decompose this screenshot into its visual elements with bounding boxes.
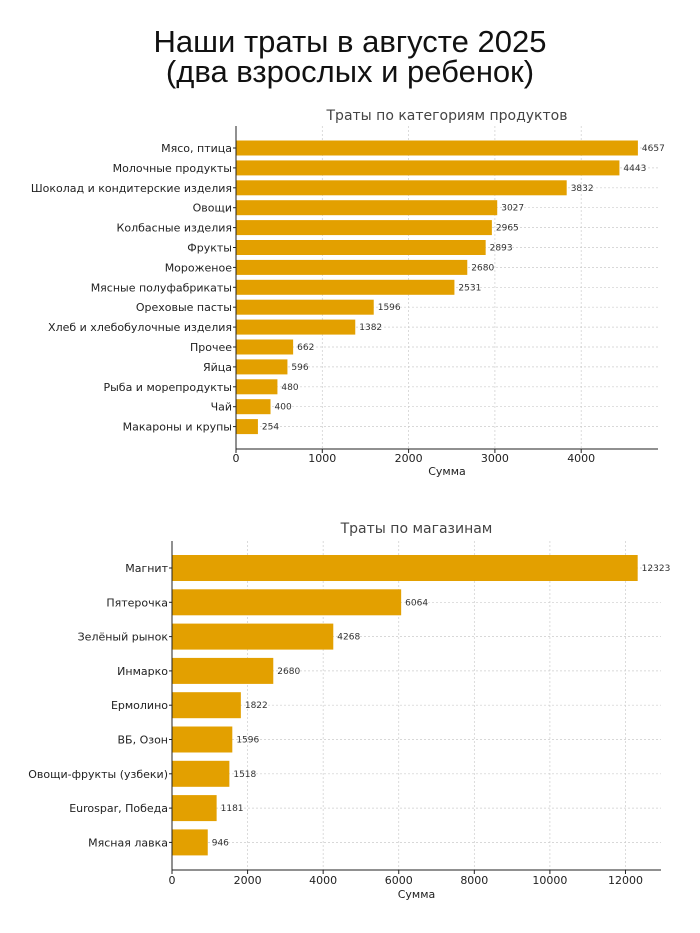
page-title-line-1: Наши траты в августе 2025 [153,24,547,59]
chart1-category-label-9: Хлеб и хлебобулочные изделия [48,321,232,334]
chart2-value-label-1: 6064 [405,598,428,608]
chart1-value-label-9: 1382 [359,323,382,333]
chart1-bar-14 [236,419,258,435]
chart1-category-label-10: Прочее [190,341,232,354]
chart1-value-label-2: 3832 [571,184,594,194]
chart1-category-label-5: Фрукты [187,242,232,255]
chart1-x-tick-label-3: 3000 [481,452,509,465]
chart2-bar-7 [172,795,217,822]
chart2-category-label-5: ВБ, Озон [117,734,168,747]
chart1-x-tick-label-4: 4000 [567,452,595,465]
chart2-value-label-5: 1596 [236,736,259,746]
chart2-bar-5 [172,726,233,753]
chart1-category-label-3: Овощи [193,202,232,215]
chart2-value-label-4: 1822 [245,701,268,711]
chart1-category-label-0: Мясо, птица [161,142,232,155]
chart1-value-label-10: 662 [297,343,314,353]
chart2-category-label-7: Eurospar, Победа [69,802,168,815]
chart1-value-label-14: 254 [262,423,279,433]
chart2-value-label-3: 2680 [277,667,300,677]
chart2-bar-3 [172,657,274,684]
chart2-x-tick-label-0: 0 [169,874,176,887]
chart2-x-tick-label-1: 2000 [234,874,262,887]
chart1-bar-5 [236,240,486,255]
chart1-title: Траты по категориям продуктов [326,108,568,124]
chart1-category-label-7: Мясные полуфабрикаты [91,281,232,294]
chart1-bar-7 [236,279,455,295]
chart2-category-label-3: Инмарко [117,665,168,678]
chart2-bar-8 [172,829,208,856]
chart2-category-label-4: Ермолино [111,699,168,712]
chart2-category-label-1: Пятерочка [106,596,168,609]
chart1-category-label-6: Мороженое [165,261,233,274]
chart2-category-label-0: Магнит [125,562,168,575]
chart2-title: Траты по магазинам [340,521,493,537]
chart1-value-label-5: 2893 [490,244,513,254]
chart1-category-label-4: Колбасные изделия [117,222,232,235]
chart2-value-label-8: 946 [212,838,229,848]
chart1-category-label-12: Рыба и морепродукты [103,381,232,394]
chart1-value-label-0: 4657 [642,144,665,154]
chart2-value-label-0: 12323 [642,564,671,574]
chart1-x-axis-label: Сумма [428,465,466,478]
chart2-bar-4 [172,692,241,719]
chart1-bar-0 [236,140,638,156]
chart1-value-label-7: 2531 [458,283,481,293]
chart1-category-label-13: Чай [211,401,232,414]
chart2-bar-2 [172,623,334,650]
chart2-category-label-8: Мясная лавка [88,836,168,849]
chart1-bar-6 [236,259,468,275]
chart2-bar-6 [172,760,230,787]
chart2-value-label-6: 1518 [233,770,256,780]
chart1-bar-12 [236,379,278,395]
page-title-line-2: (два взрослых и ребенок) [165,54,535,89]
chart1-x-tick-label-1: 1000 [308,452,336,465]
chart1-bar-4 [236,220,492,236]
chart1-bar-8 [236,299,374,315]
chart1-bar-2 [236,180,567,196]
chart1-category-label-2: Шоколад и кондитерские изделия [31,182,232,195]
chart2-value-label-7: 1181 [221,804,244,814]
chart2-category-label-6: Овощи-фрукты (узбеки) [28,768,168,781]
chart1-category-label-1: Молочные продукты [113,162,232,175]
chart1-bar-9 [236,319,356,335]
chart1-bar-13 [236,399,271,415]
chart1-category-label-14: Макароны и крупы [123,421,232,434]
chart1-x-tick-label-2: 2000 [395,452,423,465]
chart2-x-axis-label: Сумма [398,888,436,901]
chart1-category-label-8: Ореховые пасты [136,301,232,314]
chart2-x-tick-label-2: 4000 [309,874,337,887]
chart2-category-label-2: Зелёный рынок [78,631,169,644]
chart1-x-tick-label-0: 0 [233,452,240,465]
chart2-x-tick-label-3: 6000 [385,874,413,887]
chart1-value-label-4: 2965 [496,224,519,234]
chart1-bar-10 [236,339,294,355]
chart1-bar-3 [236,200,498,216]
chart2-value-label-2: 4268 [337,633,360,643]
chart2-x-tick-label-5: 10000 [532,874,567,887]
chart1-value-label-3: 3027 [501,204,524,214]
chart1-value-label-6: 2680 [471,263,494,273]
chart1-value-label-12: 480 [281,383,298,393]
chart1-bar-1 [236,160,620,176]
chart1-category-label-11: Яйца [203,361,232,374]
chart2-x-tick-label-6: 12000 [608,874,643,887]
chart2-bar-1 [172,589,402,616]
chart2-x-tick-label-4: 8000 [460,874,488,887]
chart1-value-label-8: 1596 [378,303,401,313]
chart1-bar-11 [236,359,288,375]
chart1-value-label-11: 596 [291,363,308,373]
chart2-bar-0 [172,555,638,581]
chart1-value-label-13: 400 [275,403,292,413]
chart1-value-label-1: 4443 [623,164,646,174]
